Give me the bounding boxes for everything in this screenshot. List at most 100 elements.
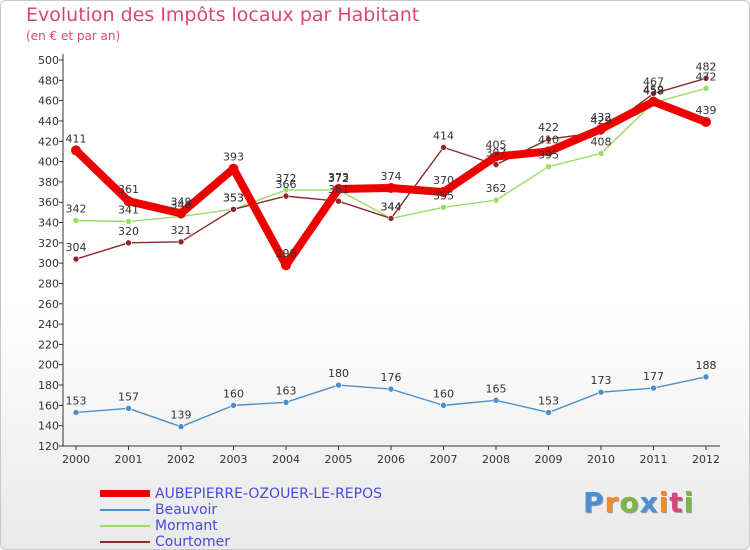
x-tick-label: 2005	[325, 453, 353, 466]
data-point	[230, 206, 237, 213]
y-tick-label: 480	[38, 74, 59, 87]
data-label: 439	[696, 104, 717, 117]
x-tick-label: 2008	[482, 453, 510, 466]
data-label: 349	[171, 195, 192, 208]
data-label: 173	[591, 374, 612, 387]
brand-logo-letter: i	[658, 486, 670, 519]
data-label: 408	[591, 135, 612, 148]
data-point	[387, 215, 395, 222]
data-point	[440, 203, 447, 211]
data-point	[650, 384, 657, 392]
data-label: 353	[223, 191, 244, 204]
data-label: 163	[276, 384, 297, 397]
data-label: 414	[433, 129, 454, 142]
y-tick-label: 120	[38, 440, 59, 453]
data-point	[282, 192, 290, 200]
data-point	[125, 218, 132, 225]
data-point	[597, 388, 605, 396]
brand-logo-letter: t	[669, 486, 684, 519]
data-point	[386, 182, 396, 193]
data-point	[597, 150, 605, 157]
brand-logo-letter: r	[604, 486, 620, 519]
data-point	[596, 124, 606, 135]
data-label: 405	[486, 139, 507, 152]
data-label: 188	[696, 359, 717, 372]
x-tick-label: 2012	[692, 453, 720, 466]
y-tick-label: 200	[38, 359, 59, 372]
data-label: 411	[66, 132, 87, 145]
brand-logo: Proxiti	[583, 486, 694, 519]
data-point	[701, 116, 711, 127]
x-tick-label: 2007	[430, 453, 458, 466]
legend-label: AUBEPIERRE-OZOUER-LE-REPOS	[155, 486, 382, 502]
data-point	[492, 161, 500, 168]
data-label: 459	[643, 84, 664, 97]
x-tick-label: 2010	[587, 453, 615, 466]
data-point	[543, 146, 554, 157]
data-point	[492, 196, 500, 204]
data-label: 373	[328, 171, 349, 184]
y-tick-label: 460	[38, 95, 59, 108]
legend-label: Courtomer	[155, 534, 231, 550]
y-tick-label: 140	[38, 420, 59, 433]
data-point	[72, 217, 80, 224]
data-label: 361	[328, 183, 349, 196]
legend-swatch	[100, 541, 150, 543]
data-point	[72, 255, 80, 263]
chart-title: Evolution des Impôts locaux par Habitant	[26, 4, 420, 26]
legend-swatch	[100, 509, 150, 511]
data-label: 353	[223, 191, 244, 204]
data-point	[702, 373, 710, 381]
data-label: 370	[433, 174, 454, 187]
y-tick-label: 500	[38, 54, 59, 67]
data-label: 372	[328, 172, 349, 185]
data-label: 362	[486, 182, 507, 195]
data-label: 160	[433, 387, 454, 400]
data-point	[228, 163, 239, 174]
chart-subtitle: (en € et par an)	[26, 29, 121, 43]
data-label: 366	[276, 178, 297, 191]
data-point	[176, 208, 186, 219]
data-label: 410	[538, 133, 559, 146]
data-point	[123, 196, 134, 207]
data-point	[440, 402, 447, 409]
data-label: 176	[381, 371, 402, 384]
data-point	[650, 90, 657, 97]
y-tick-label: 220	[38, 338, 59, 351]
y-tick-label: 360	[38, 196, 59, 209]
brand-logo-letter: x	[639, 486, 659, 519]
data-point	[648, 96, 659, 107]
legend-swatch	[100, 490, 150, 497]
brand-logo-letter: o	[619, 486, 640, 519]
data-point	[333, 184, 344, 195]
data-point	[491, 151, 501, 162]
data-point	[72, 409, 80, 416]
y-tick-label: 380	[38, 176, 59, 189]
data-point	[335, 197, 342, 205]
data-point	[387, 385, 395, 393]
x-tick-label: 2000	[62, 453, 90, 466]
y-tick-label: 440	[38, 115, 59, 128]
data-label: 320	[118, 225, 139, 238]
data-label: 165	[486, 382, 507, 395]
data-point	[702, 85, 710, 92]
x-tick-label: 2002	[167, 453, 195, 466]
data-label: 361	[118, 183, 139, 196]
data-point	[335, 381, 342, 389]
data-label: 344	[381, 200, 402, 213]
data-label: 153	[66, 394, 87, 407]
data-label: 467	[643, 76, 664, 89]
data-point	[702, 74, 710, 82]
brand-logo-letter: i	[683, 486, 695, 519]
data-label: 157	[118, 390, 139, 403]
data-label: 432	[591, 111, 612, 124]
data-label: 153	[538, 394, 559, 407]
data-label: 395	[538, 149, 559, 162]
data-point	[545, 135, 552, 143]
y-tick-label: 340	[38, 217, 59, 230]
data-label: 355	[433, 189, 454, 202]
data-point	[282, 399, 290, 406]
data-point	[71, 145, 81, 156]
x-tick-label: 2011	[640, 453, 668, 466]
